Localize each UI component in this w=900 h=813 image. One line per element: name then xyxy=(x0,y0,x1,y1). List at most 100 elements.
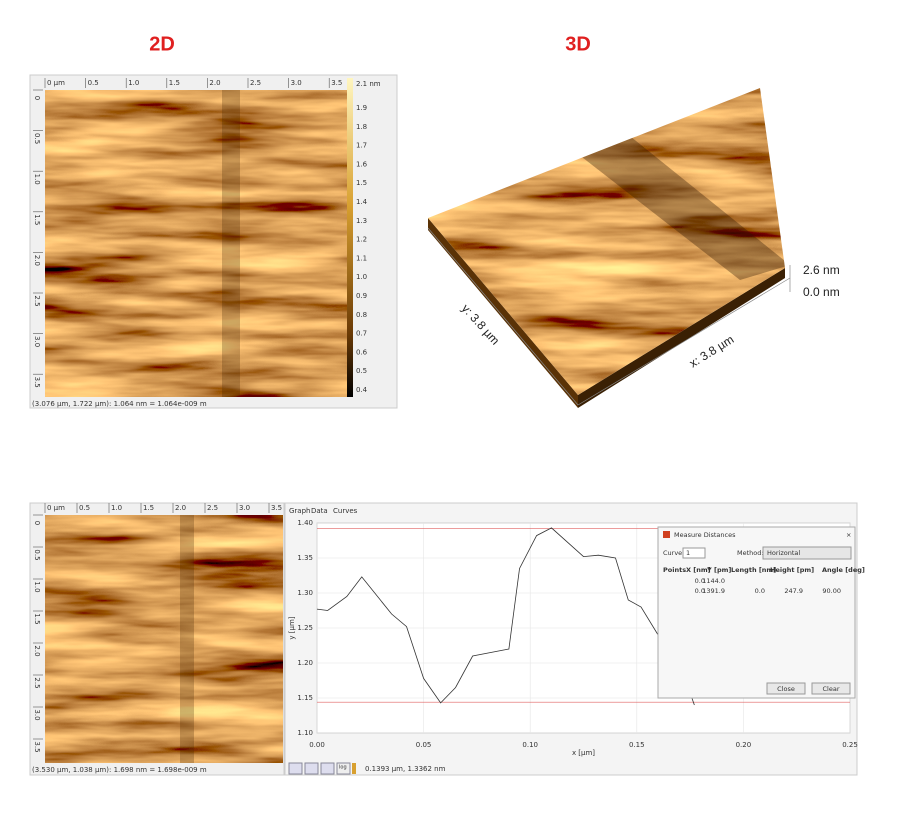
x-tick-label: 0.00 xyxy=(309,741,325,749)
y-ruler-label: 1.5 xyxy=(33,214,41,225)
y-ruler-label: 2.5 xyxy=(33,677,41,688)
colorbar-label: 1.7 xyxy=(356,142,367,150)
y-tick-label: 1.25 xyxy=(297,624,313,632)
y-ruler-label: 1.5 xyxy=(33,613,41,624)
dialog-icon xyxy=(663,531,670,538)
x-ruler-label: 2.0 xyxy=(175,504,186,512)
y-ruler-label: 0 xyxy=(33,521,41,525)
table-header: X [nm] xyxy=(686,566,711,574)
tab[interactable]: Data xyxy=(311,507,328,515)
readout: 0.1393 µm, 1.3362 nm xyxy=(365,765,446,773)
table-header: Points xyxy=(663,566,686,574)
afm-image xyxy=(45,515,283,763)
colorbar-label: 2.1 nm xyxy=(356,80,381,88)
dialog-close-x[interactable]: × xyxy=(846,531,851,539)
x-ruler-label: 2.5 xyxy=(207,504,218,512)
y-ruler-label: 3.0 xyxy=(33,336,41,347)
axis-line xyxy=(577,277,791,406)
surface-shade xyxy=(560,120,785,280)
y-ruler-label: 1.0 xyxy=(33,174,41,185)
side-face xyxy=(578,268,785,408)
profile-line xyxy=(316,527,695,706)
x-ruler-label: 3.0 xyxy=(291,79,302,87)
y-ruler-label: 3.0 xyxy=(33,709,41,720)
x-ruler-label: 1.5 xyxy=(169,79,180,87)
x-ruler-label: 2.0 xyxy=(209,79,220,87)
x-ruler-label: 1.0 xyxy=(111,504,122,512)
x-axis-label: x [µm] xyxy=(572,749,595,757)
y-ruler-label: 3.5 xyxy=(33,377,41,388)
x-ruler-label: 0.5 xyxy=(88,79,99,87)
tool-button[interactable] xyxy=(288,762,303,775)
image-band xyxy=(180,515,194,763)
colorbar-label: 1.0 xyxy=(356,273,367,281)
method-select[interactable] xyxy=(762,546,852,560)
y-ruler-label: 2.0 xyxy=(33,255,41,266)
colorbar-label: 0.6 xyxy=(356,348,368,356)
colorbar-label: 1.4 xyxy=(356,198,368,206)
y-ruler-label: 3.5 xyxy=(33,741,41,752)
colorbar-label: 0.8 xyxy=(356,311,367,319)
tool-button[interactable] xyxy=(304,762,319,775)
dialog-button[interactable] xyxy=(811,682,851,695)
y-tick-label: 1.15 xyxy=(297,694,313,702)
colorbar-label: 1.6 xyxy=(356,160,368,168)
dialog-button[interactable] xyxy=(766,682,806,695)
dynamic-layer: 0 µm 0.5 1.0 1.5 2.0 2.5 3.0 3.5 0 0.5 1.0 1.5 2.0 2.… xyxy=(32,78,865,775)
tool-button[interactable] xyxy=(320,762,335,775)
status-bar: (3.076 µm, 1.722 µm): 1.064 nm = 1.064e-… xyxy=(32,400,207,408)
y-ruler-label: 2.0 xyxy=(33,645,41,656)
z-min-label: 0.0 nm xyxy=(803,285,840,299)
x-ruler-label: 3.5 xyxy=(331,79,342,87)
colorbar-label: 0.9 xyxy=(356,292,367,300)
y-ruler-label: 0.5 xyxy=(33,133,41,144)
log-button[interactable] xyxy=(336,762,351,775)
x-tick-label: 0.15 xyxy=(629,741,645,749)
y-axis-label: y [µm] xyxy=(288,616,296,639)
y-tick-label: 1.35 xyxy=(297,554,313,562)
colorbar-label: 1.5 xyxy=(356,179,367,187)
y-tick-label: 1.30 xyxy=(297,589,313,597)
x-ruler-label: 0 µm xyxy=(47,79,65,87)
table-cell: 247.9 xyxy=(784,587,803,595)
tab[interactable]: Graph xyxy=(289,507,310,515)
table-cell: 0.0 xyxy=(695,587,705,595)
dialog-title: Measure Distances xyxy=(674,531,736,539)
y-tick-label: 1.40 xyxy=(297,519,313,527)
curve-spin[interactable] xyxy=(682,547,706,559)
table-cell: 1391.9 xyxy=(702,587,725,595)
button-label: Clear xyxy=(823,685,840,693)
colorbar-label: 1.9 xyxy=(356,104,367,112)
x-ruler-label: 1.0 xyxy=(128,79,139,87)
table-cell: 0.0 xyxy=(695,577,705,585)
table-header: Length [nm] xyxy=(731,566,776,574)
table-header: Angle [deg] xyxy=(822,566,865,574)
image-band xyxy=(222,90,240,397)
curve-value: 1 xyxy=(686,549,690,557)
log-label: log xyxy=(339,765,347,771)
colorbar-label: 1.1 xyxy=(356,254,367,262)
colorbar-label: 1.8 xyxy=(356,123,367,131)
colorbar xyxy=(347,78,353,397)
colorbar-label: 0.7 xyxy=(356,330,367,338)
table-cell: 90.00 xyxy=(822,587,841,595)
colorbar-label: 1.2 xyxy=(356,236,367,244)
status-bar: (3.530 µm, 1.038 µm): 1.698 nm = 1.698e-… xyxy=(32,766,207,774)
x-ruler-label: 1.5 xyxy=(143,504,154,512)
table-cell: 1144.0 xyxy=(702,577,725,585)
z-max-label: 2.6 nm xyxy=(803,263,840,277)
x-tick-label: 0.05 xyxy=(416,741,432,749)
table-cell: 0.0 xyxy=(755,587,765,595)
colorbar-label: 0.4 xyxy=(356,386,368,394)
x-ruler-label: 3.5 xyxy=(271,504,282,512)
tab[interactable]: Curves xyxy=(333,507,358,515)
method-label: Method: xyxy=(737,549,764,557)
label-2d: 2D xyxy=(149,33,175,55)
y-ruler-label: 0 xyxy=(33,96,41,100)
method-value: Horizontal xyxy=(767,549,800,557)
x-axis-label: x: 3.8 µm xyxy=(687,332,736,370)
x-tick-label: 0.25 xyxy=(842,741,858,749)
y-ruler-label: 2.5 xyxy=(33,295,41,306)
y-tick-label: 1.20 xyxy=(297,659,313,667)
x-tick-label: 0.20 xyxy=(736,741,752,749)
